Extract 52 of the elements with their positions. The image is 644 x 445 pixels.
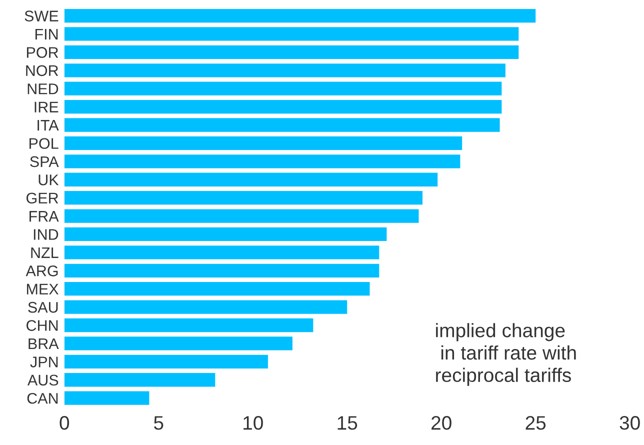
x-tick-label: 0 xyxy=(60,416,70,430)
bar xyxy=(64,118,500,132)
bar xyxy=(64,190,423,205)
y-tick-label: IND xyxy=(34,229,58,240)
y-tick-label: SPA xyxy=(30,156,59,168)
bar xyxy=(64,227,387,242)
bar xyxy=(64,336,292,350)
x-tick-label: 25 xyxy=(526,416,546,430)
y-tick-label: BRA xyxy=(28,338,59,349)
y-tick-label: CHN xyxy=(26,320,58,331)
bar xyxy=(64,318,314,332)
y-tick-label: POL xyxy=(30,138,58,149)
x-tick-label: 15 xyxy=(338,416,358,430)
bar xyxy=(64,172,438,186)
x-tick-label: 30 xyxy=(620,416,640,430)
y-tick-label: ARG xyxy=(26,266,58,276)
y-tick-label: GER xyxy=(26,192,58,204)
y-tick-label: NOR xyxy=(26,65,58,76)
y-tick-label: UK xyxy=(38,174,59,186)
x-tick-label: 20 xyxy=(432,416,452,430)
bar xyxy=(64,136,462,150)
bar xyxy=(64,100,502,114)
bar xyxy=(64,373,216,387)
bar xyxy=(64,82,502,96)
bar xyxy=(64,264,380,278)
y-tick-label: SWE xyxy=(24,10,58,22)
y-tick-label: FIN xyxy=(35,29,58,40)
y-tick-label: ITA xyxy=(38,120,59,131)
y-tick-label: CAN xyxy=(27,392,58,404)
bar xyxy=(64,27,519,41)
bar xyxy=(64,8,536,23)
y-tick-label: FRA xyxy=(30,211,59,222)
bar xyxy=(64,246,380,260)
x-tick-label: 10 xyxy=(244,416,263,430)
bar xyxy=(64,64,506,78)
y-tick-label: NED xyxy=(28,84,58,94)
y-tick-label: POR xyxy=(26,47,58,58)
bar xyxy=(64,300,348,314)
x-tick-label: 5 xyxy=(154,416,164,430)
y-tick-label: MEX xyxy=(26,284,59,294)
bar xyxy=(64,209,419,223)
y-tick-label: IRE xyxy=(34,102,58,112)
y-tick-label: NZL xyxy=(31,247,58,258)
bar xyxy=(64,282,370,296)
bar xyxy=(64,154,460,168)
y-tick-label: AUS xyxy=(27,374,58,386)
bar xyxy=(64,354,268,368)
y-tick-label: JPN xyxy=(30,356,58,368)
bar xyxy=(64,45,519,60)
bar xyxy=(64,391,150,405)
annotation: implied change in tariff rate with reciprocal tariffs xyxy=(436,323,576,386)
y-tick-label: SAU xyxy=(28,302,58,313)
